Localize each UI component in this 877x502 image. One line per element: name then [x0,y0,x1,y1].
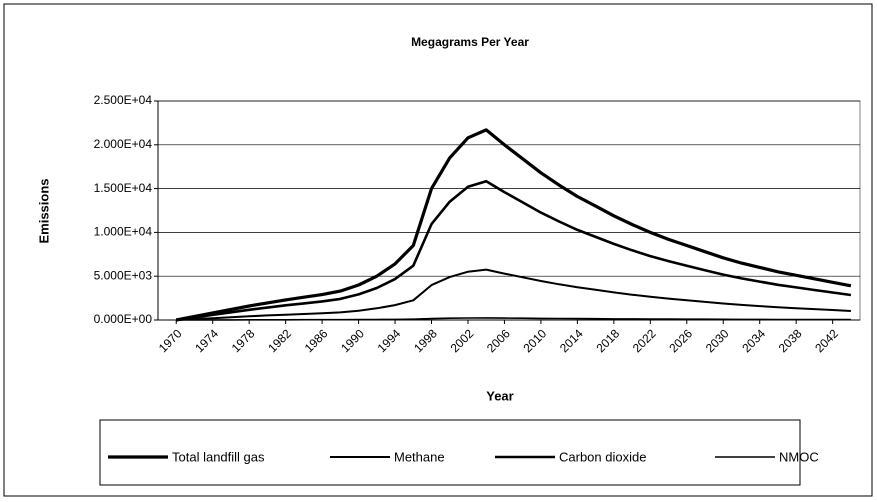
legend-label: Methane [394,449,445,464]
legend-label: Total landfill gas [172,449,265,464]
y-axis-title: Emissions [36,178,51,243]
series-line [176,268,851,321]
y-tick-label: 2.000E+04 [94,137,153,151]
legend-box [99,419,801,486]
legend-label: NMOC [779,449,819,464]
y-tick-label: 1.000E+04 [94,225,153,239]
legend-label: Carbon dioxide [559,449,646,464]
y-tick-label: 5.000E+03 [94,268,153,282]
series-line [175,128,852,322]
chart-title: Megagrams Per Year [411,35,529,49]
x-axis-title: Year [486,388,513,403]
series-line [176,179,852,322]
y-tick-label: 1.500E+04 [94,181,153,195]
series-line [176,317,851,321]
y-tick-label: 2.500E+04 [94,93,153,107]
plot-area [157,100,861,321]
y-tick-label: 0.000E+00 [94,312,153,326]
